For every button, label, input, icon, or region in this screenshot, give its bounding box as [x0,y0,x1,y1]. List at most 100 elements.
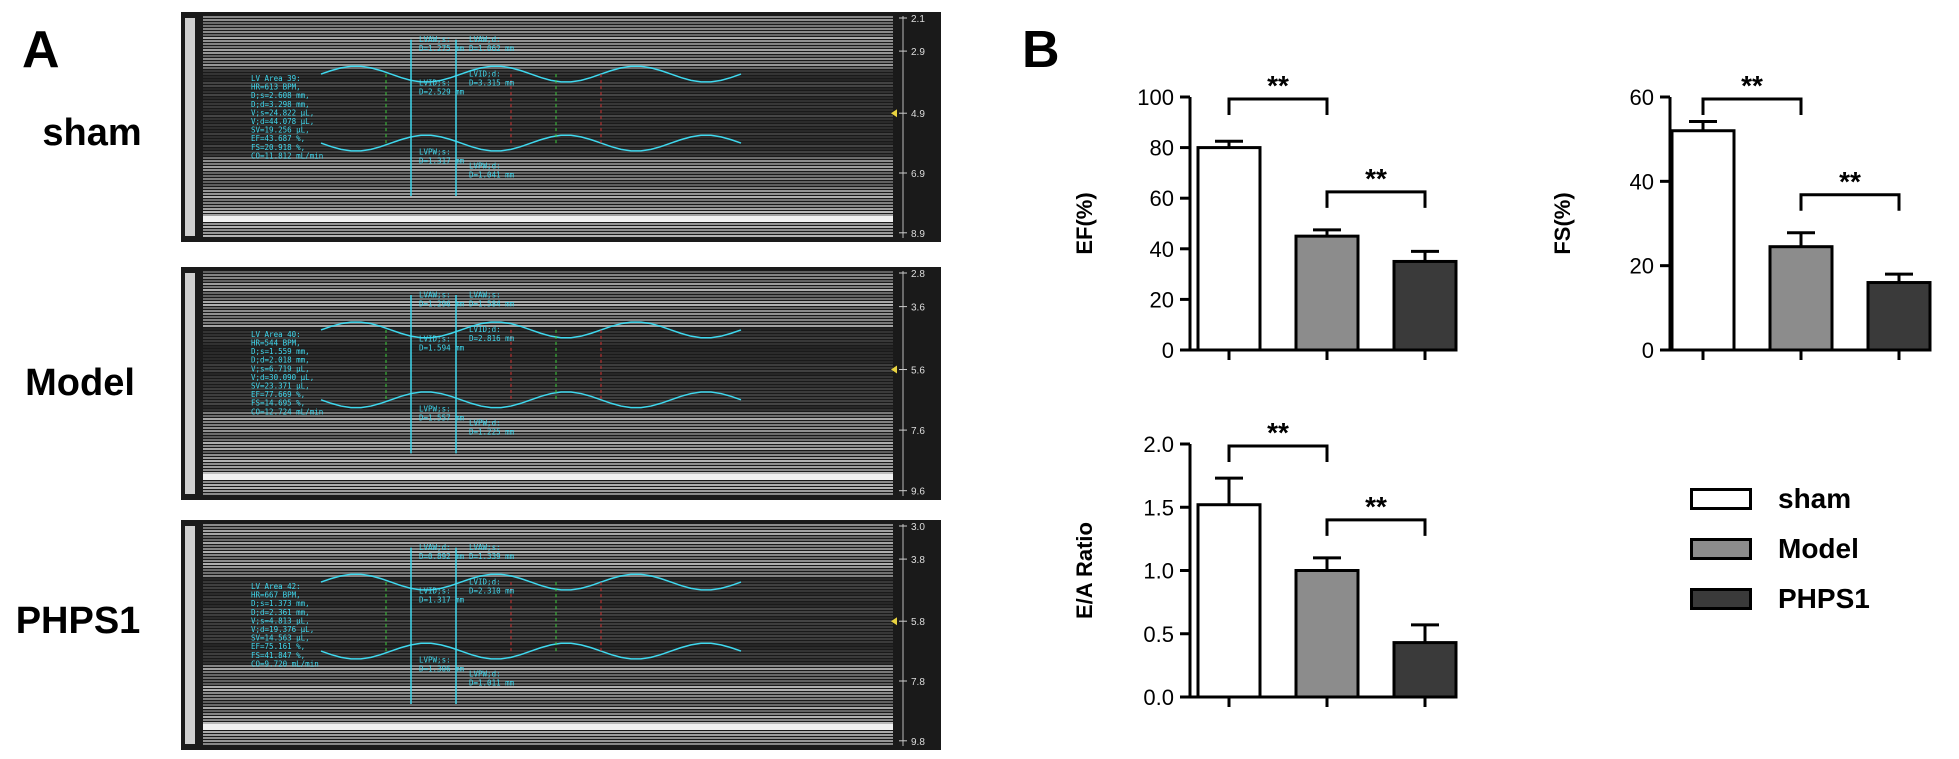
tissue-band [203,662,893,664]
tissue-band [203,121,893,123]
tissue-band [203,403,893,405]
caliper-tag-name: LVPW;d: [469,161,501,170]
tissue-band [203,569,893,571]
tissue-band [203,469,893,471]
tissue-texture [203,16,893,237]
depth-tick-label: 3.8 [911,555,925,566]
tissue-band [203,304,893,306]
y-axis-label: E/A Ratio [1072,522,1097,619]
echo-measurement: HR=613 BPM, [251,83,301,92]
caliper-tag-name: LVID;s: [419,79,451,88]
tissue-band [203,64,893,66]
tissue-band [203,100,893,102]
tissue-band [203,283,893,285]
bar-sham [1670,129,1736,352]
tissue-band [203,40,893,42]
tissue-band [203,533,893,535]
echo-image-phps1: 3.0 3.8 5.8 7.8 9.8 LV Area 42: HR=667 BPM, D;s… [181,520,941,750]
tissue-band [203,701,893,703]
echo-measurement: D;d=2.018 mm, [251,356,310,365]
echo-measurement: HR=544 BPM, [251,339,301,348]
significance-bracket [1325,190,1427,208]
tissue-band [203,223,893,225]
tissue-band [203,572,893,574]
caliper-tag-name: LVID;s: [419,587,451,596]
greyscale-bar [185,273,195,494]
tissue-band [203,325,893,327]
tissue-band [203,629,893,631]
tissue-band [203,211,893,213]
tissue-band [203,641,893,643]
tissue-band [203,638,893,640]
tissue-band [203,88,893,90]
tissue-band [203,208,893,210]
tissue-band [203,43,893,45]
tissue-band [203,557,893,559]
tissue-band [203,157,893,159]
bar-phps1 [1866,281,1932,352]
tissue-band [203,620,893,622]
echo-measurement: D;s=2.608 mm, [251,91,310,100]
tissue-band [203,112,893,114]
tissue-band [203,28,893,30]
tissue-band [203,698,893,700]
tissue-band [203,367,893,369]
caliper-tag-name: LVAW;s: [469,290,501,299]
tissue-band [203,668,893,670]
caliper-tag-name: LVID;d: [469,69,501,78]
y-tick-label: 40 [1630,169,1654,194]
tissue-band [203,37,893,39]
caliper-tag-name: LVID;d: [469,325,501,334]
legend-label-model: Model [1778,533,1859,564]
greyscale-bar [185,18,195,236]
wall-trace-posterior [320,391,742,409]
tissue-band [203,151,893,153]
legend-swatch-model [1690,538,1752,560]
echo-measurement: LV Area 40: [251,330,301,339]
caliper-tag-name: LVPW;s: [419,148,451,157]
tissue-band [203,226,893,228]
tissue-band [203,632,893,634]
tissue-band [203,145,893,147]
caliper-tag-value: D=2.816 mm [469,334,515,343]
tissue-band [203,605,893,607]
tissue-band [203,581,893,583]
tissue-band [203,707,893,709]
tissue-band [203,596,893,598]
tissue-band [203,731,893,733]
caliper-tag-value: D=1.557 mm [419,413,465,422]
panel-a-label: A [22,21,60,79]
tissue-band [203,166,893,168]
caliper-tag-name: LVID;d: [469,577,501,586]
tissue-band [203,713,893,715]
echo-measurement: LV Area 42: [251,582,301,591]
bar-sham [1196,146,1262,352]
echo-measurement: CO=11.812 mL/min [251,151,323,160]
tissue-band [203,448,893,450]
echo-measurement: D;d=2.361 mm, [251,608,310,617]
row-label-model: Model [25,362,135,404]
echo-measurement: SV=23.371 µL, [251,382,310,391]
tissue-band [203,103,893,105]
tissue-band [203,563,893,565]
tissue-band [203,175,893,177]
tissue-band [203,55,893,57]
echo-measurement: FS=20.918 %, [251,143,305,152]
panel-b-label: B [1022,21,1060,79]
tissue-band [203,418,893,420]
caliper-tag-name: LVPW;s: [419,656,451,665]
tissue-band [203,58,893,60]
tissue-band [203,412,893,414]
y-tick-label: 0 [1162,338,1174,363]
tissue-band [203,472,893,474]
echo-measurement: SV=19.256 µL, [251,126,310,135]
depth-tick-label: 3.0 [911,522,925,533]
tissue-band [203,674,893,676]
legend-label-sham: sham [1778,483,1852,514]
tissue-band [203,385,893,387]
bar-phps1 [1392,641,1458,699]
wall-trace-anterior [320,573,742,591]
tissue-band [203,635,893,637]
tissue-band [203,196,893,198]
tissue-band [203,388,893,390]
